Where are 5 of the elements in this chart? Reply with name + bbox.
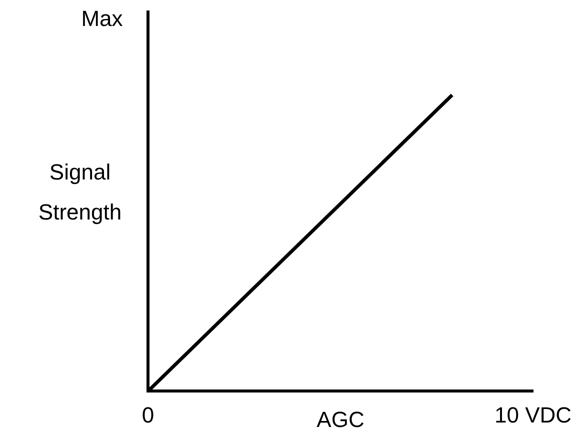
x-tick-label: 0 <box>142 402 154 428</box>
x-tick-label: 10 VDC <box>494 402 572 428</box>
x-axis-title: AGC <box>316 406 364 432</box>
y-axis-title: Signal Strength <box>38 160 122 225</box>
text: Max <box>81 6 123 32</box>
